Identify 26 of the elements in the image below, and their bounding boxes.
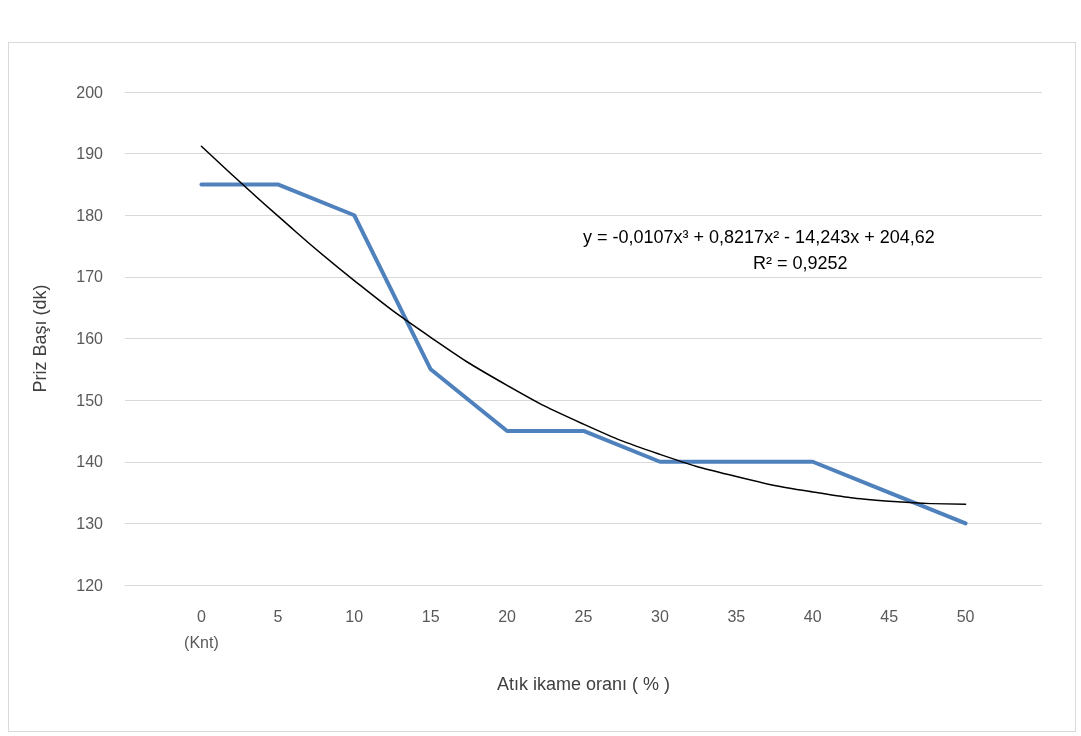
line-series <box>199 182 968 526</box>
y-tick-label: 140 <box>76 453 104 471</box>
x-tick-label: 30 <box>651 607 669 625</box>
x-tick-label: 15 <box>421 607 440 625</box>
x-tick-label: 20 <box>498 607 517 625</box>
y-tick-label: 160 <box>76 330 104 347</box>
y-tick-label: 130 <box>76 514 104 532</box>
annotation: R² = 0,9252 <box>753 253 848 273</box>
x-tick-label: 45 <box>880 607 899 625</box>
y-tick-label: 120 <box>76 576 104 594</box>
line-series <box>200 145 967 506</box>
x-tick-label: 10 <box>345 607 364 625</box>
x-tick-label: 40 <box>803 607 822 625</box>
y-tick-label: 150 <box>76 391 104 409</box>
x-tick-label: 25 <box>574 607 593 625</box>
x-tick-label: 35 <box>727 607 746 625</box>
y-tick-label: 190 <box>76 145 104 163</box>
y-tick-label: 200 <box>76 83 104 101</box>
x-axis-title: Atık ikame oranı ( % ) <box>496 674 671 694</box>
y-tick-label: 180 <box>76 206 104 224</box>
x-tick-label: 0 (Knt) <box>184 607 219 651</box>
y-axis-title: Priz Başı (dk) <box>30 284 50 393</box>
x-tick-label: 50 <box>956 607 975 625</box>
annotation: y = -0,0107x³ + 0,8217x² - 14,243x + 204,62 <box>583 227 935 247</box>
y-tick-label: 170 <box>76 268 104 286</box>
x-tick-label: 5 <box>273 607 283 625</box>
